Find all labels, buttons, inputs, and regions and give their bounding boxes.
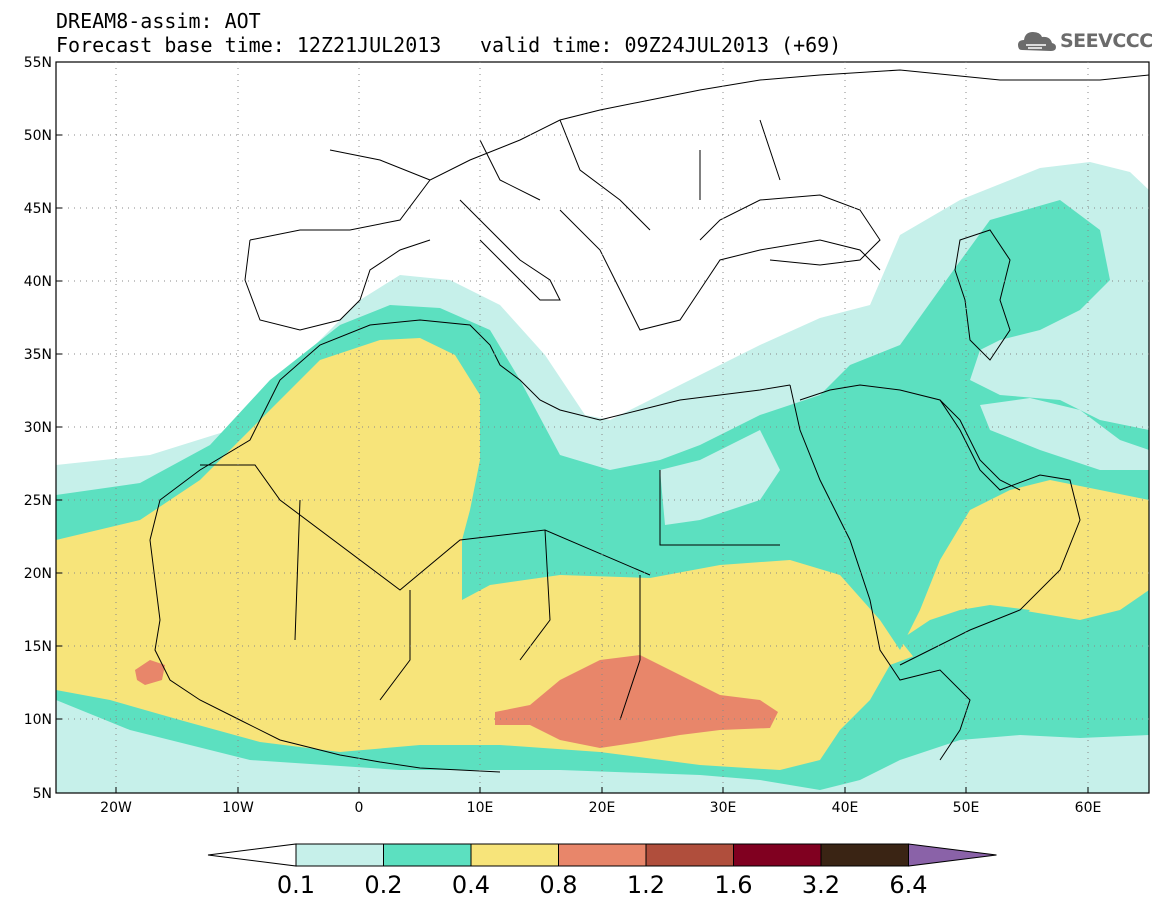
colorbar-label: 1.2 [627,871,665,899]
lat-label: 5N [33,786,52,802]
colorbar-label: 6.4 [889,871,927,899]
forecast-base-time: Forecast base time: 12Z21JUL2013 [56,33,442,57]
lon-label: 40E [832,800,859,816]
colorbar-box [558,843,647,867]
colorbar-label: 0.4 [452,871,490,899]
colorbar-box [470,843,559,867]
lat-label: 40N [24,274,52,290]
colorbar-label: 0.2 [364,871,402,899]
lon-label: 10W [222,800,254,816]
aot-band-0.1-inner [660,430,780,525]
aot-band-0.1-arabia [980,398,1149,470]
colorbar-box [383,843,472,867]
colorbar-label: 1.6 [714,871,752,899]
coastline-europe [249,69,1149,241]
coastline-balkans [559,209,881,331]
aot-band-0.2-inner [900,605,1030,665]
coastline-africa-west [149,539,501,773]
aot-band-0.8 [495,655,778,748]
coastline-africa-north [149,319,791,541]
colorbar-arrow-low [207,843,297,867]
aot-band-0.4 [56,338,1149,770]
colorbar-arrow-high [908,843,997,867]
coastline-caspian [954,229,1011,361]
gridlines [56,62,1149,793]
valid-time: valid time: 09Z24JUL2013 (+69) [480,33,842,57]
coastline-arabia [799,384,1081,666]
lat-label: 10N [24,712,52,728]
colorbar-label: 0.8 [539,871,577,899]
aot-band-0.1-south [56,700,1149,793]
lon-label: 30E [710,800,737,816]
lat-label: 20N [24,566,52,582]
colorbar-box [733,843,822,867]
coastline-iberia [244,239,431,331]
border-lines-europe [329,119,781,231]
lat-label: 55N [24,55,52,71]
lat-label: 45N [24,201,52,217]
colorbar-box [820,843,909,867]
colorbar-label: 3.2 [802,871,840,899]
lon-label: 20E [589,800,616,816]
cloud-icon [1018,32,1056,51]
aot-band-0.8-west [135,660,165,685]
lat-label: 25N [24,493,52,509]
lat-label: 15N [24,639,52,655]
lon-label: 20W [100,800,132,816]
coastline-gulf [939,399,1021,491]
colorbar-box [645,843,734,867]
product-title: DREAM8-assim: AOT [56,9,261,33]
coastline-black-sea [699,194,881,266]
colorbar-box [295,843,384,867]
seevccc-logo: SEEVCCC [1060,30,1153,52]
border-lines-africa [200,464,780,721]
axis-ticks: 20W 10W 0 10E 20E 30E 40E 50E 60E 55N 50N 45N 40N 35N… [24,55,1102,816]
lat-label: 50N [24,128,52,144]
lat-label: 35N [24,347,52,363]
coastline-italy [459,199,561,301]
lat-label: 30N [24,420,52,436]
colorbar-label: 0.1 [277,871,315,899]
aot-field [56,162,1149,793]
lon-label: 0 [355,800,364,816]
coastlines [149,69,1149,773]
lon-label: 50E [953,800,980,816]
lon-label: 10E [467,800,494,816]
coastline-red-sea [789,384,971,761]
lon-label: 60E [1075,800,1102,816]
colorbar: 0.1 0.2 0.4 0.8 1.2 1.6 3.2 6.4 [207,843,997,899]
